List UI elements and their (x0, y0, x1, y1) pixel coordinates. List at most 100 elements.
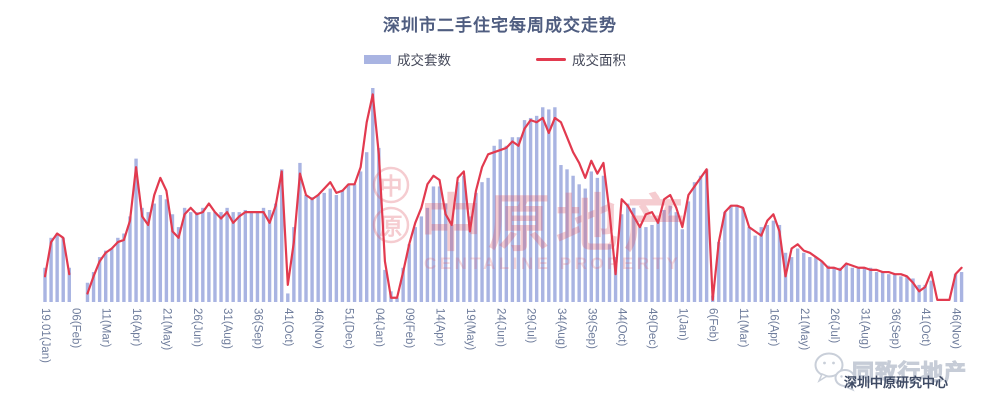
bar-week-99 (638, 224, 642, 302)
bar-swatch-icon (364, 54, 391, 64)
line-swatch-icon (536, 57, 566, 61)
bar-week-112 (717, 242, 721, 302)
bar-week-40 (280, 169, 284, 302)
bar-week-24 (182, 207, 187, 302)
bar-week-87 (565, 169, 569, 302)
bar-week-48 (328, 188, 332, 302)
bar-week-135 (856, 267, 861, 302)
legend: 成交套数 成交面积 (0, 50, 1000, 68)
bar-week-147 (929, 280, 933, 302)
bar-week-118 (753, 235, 757, 302)
bar-week-75 (492, 145, 496, 302)
x-tick-label: 16(Apr) (767, 308, 779, 347)
bar-week-26 (195, 212, 199, 302)
bar-week-106 (680, 229, 685, 302)
x-tick-label: 09(Feb) (403, 308, 415, 348)
bar-week-53 (358, 171, 363, 302)
x-tick-label: 31(Aug) (221, 308, 233, 349)
bar-week-90 (583, 188, 587, 302)
bar-week-77 (504, 145, 509, 302)
bar-week-28 (207, 212, 211, 302)
wechat-icon (814, 352, 856, 392)
bar-week-129 (820, 261, 824, 302)
line-group (43, 93, 963, 301)
bar-week-101 (650, 224, 654, 302)
bar-week-120 (765, 224, 770, 302)
x-tick-label: 06(Feb) (69, 308, 81, 348)
bar-week-31 (225, 207, 229, 302)
bar-week-74 (486, 177, 490, 302)
x-tick-label: 39(Sep) (585, 308, 597, 349)
bar-week-73 (480, 182, 484, 302)
bar-week-30 (219, 212, 223, 302)
bar-week-119 (759, 227, 763, 302)
x-axis-labels: 19.01(Jan) 06(Feb) 11(Mar) 16(Apr) 21(May) 26… (39, 308, 962, 363)
bar-week-35 (249, 212, 254, 302)
legend-label-line: 成交面积 (572, 53, 626, 68)
bar-week-142 (899, 276, 903, 302)
bar-week-3 (55, 233, 59, 302)
centaline-watermark: 中 原 中原地产 CENTALINE PROPERTY (372, 166, 692, 273)
bar-week-23 (176, 227, 181, 302)
bar-week-63 (419, 216, 424, 302)
bar-week-11 (104, 250, 108, 302)
bar-week-143 (905, 276, 909, 302)
seal-char-top: 中 (380, 173, 403, 199)
seal-circle-bottom (372, 206, 410, 244)
bar-week-55 (371, 88, 375, 302)
bar-week-15 (128, 216, 132, 302)
bar-week-39 (273, 203, 278, 302)
bar-week-100 (644, 227, 648, 302)
bar-week-47 (322, 192, 326, 302)
bar-week-128 (814, 257, 818, 302)
bar-week-121 (771, 220, 776, 302)
x-tick-label: 26(Jul) (828, 308, 840, 343)
bar-week-130 (826, 265, 830, 302)
bar-week-82 (534, 115, 539, 302)
bar-week-68 (449, 224, 454, 302)
bar-week-5 (67, 267, 71, 302)
x-tick-label: 16(Apr) (130, 308, 142, 347)
bar-week-50 (340, 190, 345, 302)
bar-week-62 (413, 227, 417, 302)
watermark-brand-tzh: 同致行地产 (852, 360, 967, 385)
bar-week-92 (595, 177, 600, 302)
x-tick-label: 14(Apr) (434, 308, 446, 347)
bar-week-49 (334, 195, 339, 302)
bar-week-12 (110, 248, 114, 302)
bar-week-104 (668, 205, 672, 302)
chart-title: 深圳市二手住宅每周成交走势 (383, 16, 617, 35)
bar-week-56 (377, 147, 381, 302)
watermark-brand-cn: 中原地产 (420, 190, 692, 259)
bar-week-140 (887, 274, 891, 302)
bar-week-151 (953, 274, 958, 302)
bar-week-85 (553, 107, 557, 302)
bar-week-103 (662, 209, 666, 302)
bar-week-33 (237, 212, 241, 302)
bar-week-134 (850, 267, 855, 302)
bar-week-32 (231, 212, 235, 302)
bar-week-133 (844, 263, 848, 302)
x-tick-label: 46(Nov) (950, 308, 962, 349)
bar-week-29 (213, 212, 217, 302)
bar-week-25 (188, 212, 193, 302)
bar-week-64 (425, 207, 430, 302)
x-tick-label: 21(May) (160, 308, 172, 350)
bar-week-110 (704, 169, 709, 302)
bar-week-126 (802, 252, 806, 302)
bar-week-46 (316, 195, 320, 302)
bar-week-38 (267, 209, 272, 302)
bar-week-81 (528, 117, 533, 303)
bar-week-42 (292, 227, 296, 302)
bar-week-54 (365, 152, 369, 302)
bar-week-34 (243, 209, 248, 302)
bars-group (43, 88, 964, 303)
bar-week-138 (874, 272, 879, 302)
bar-week-93 (601, 175, 606, 302)
bar-week-78 (510, 137, 515, 302)
bar-week-9 (91, 272, 96, 302)
bottom-right-watermark: 同致行地产 深圳中原研究中心 (814, 352, 967, 392)
chart-canvas: 中 原 中原地产 CENTALINE PROPERTY 19.01(Jan) 06… (39, 88, 967, 392)
x-tick-label: 24(Jun) (494, 308, 506, 347)
